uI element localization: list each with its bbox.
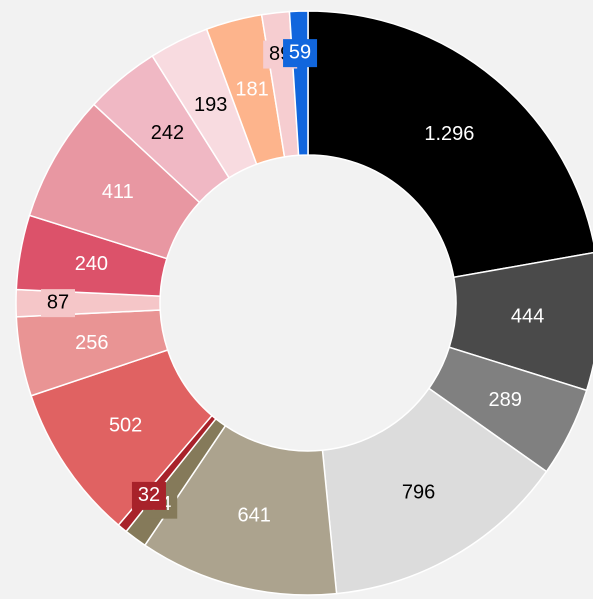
data-label: 181	[235, 79, 268, 101]
data-label: 32	[138, 484, 160, 506]
data-label: 193	[194, 94, 227, 116]
label-box	[283, 39, 318, 68]
data-label: 256	[75, 332, 108, 354]
data-label: 1.296	[424, 123, 474, 145]
donut-slice	[307, 10, 593, 279]
data-label: 444	[511, 305, 544, 327]
data-label: 242	[151, 122, 184, 144]
donut-slice	[321, 387, 548, 595]
data-label: 289	[488, 389, 521, 411]
data-label: 87	[47, 291, 69, 313]
data-label: 502	[109, 414, 142, 436]
label-box	[131, 481, 166, 510]
data-label: 796	[402, 481, 435, 503]
data-label: 411	[102, 181, 134, 203]
data-label: 59	[289, 41, 311, 63]
data-label: 240	[75, 253, 108, 275]
label-box	[41, 289, 76, 318]
data-label: 641	[237, 505, 270, 527]
